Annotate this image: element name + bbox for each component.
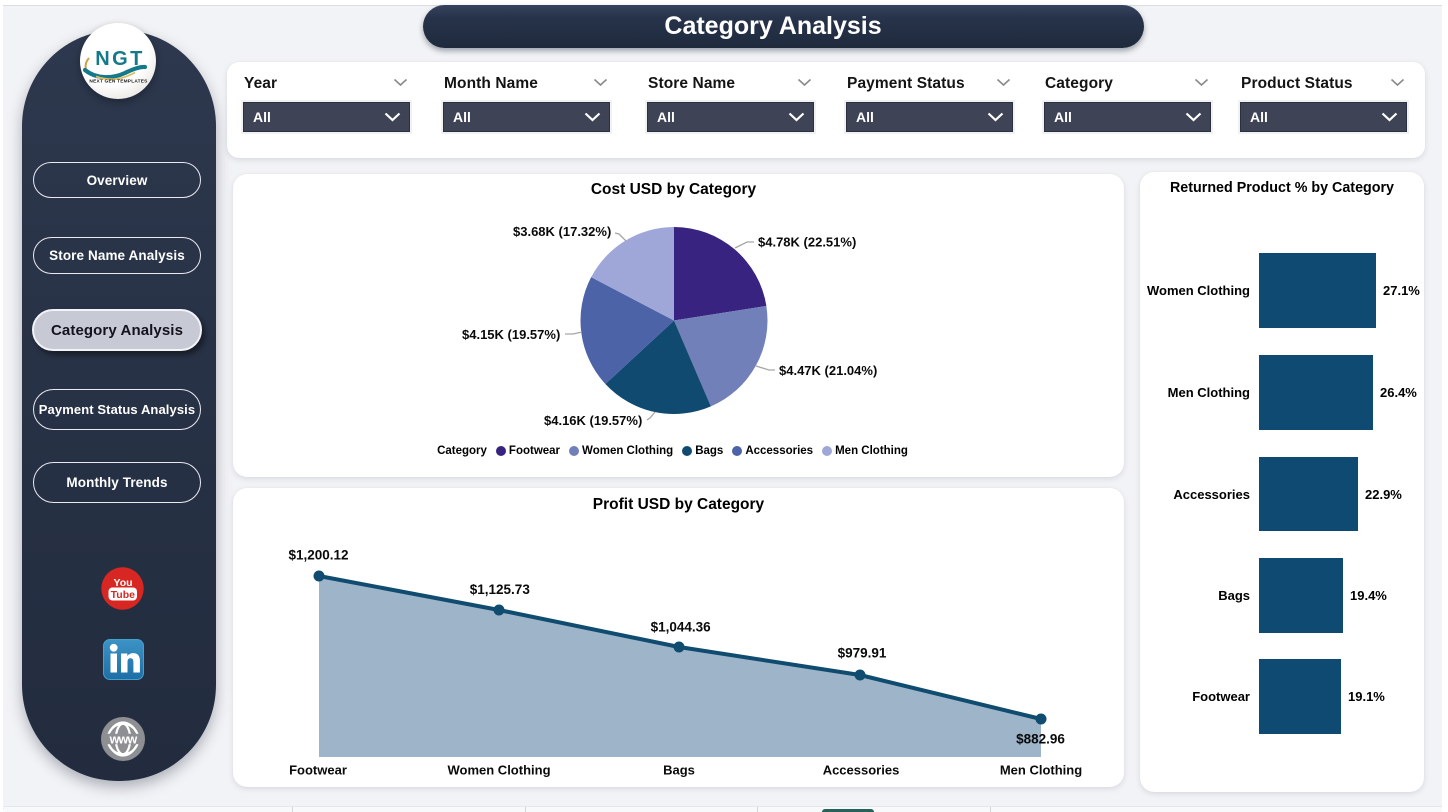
svg-text:NEXT GEN TEMPLATES: NEXT GEN TEMPLATES	[89, 79, 148, 85]
svg-text:$882.96: $882.96	[1016, 732, 1065, 747]
svg-text:$1,125.73: $1,125.73	[470, 582, 531, 597]
svg-text:$1,044.36: $1,044.36	[651, 620, 712, 635]
svg-text:$1,200.12: $1,200.12	[288, 548, 348, 563]
svg-text:Women Clothing: Women Clothing	[447, 763, 550, 778]
svg-text:$4.15K (19.57%): $4.15K (19.57%)	[462, 327, 560, 342]
svg-text:Tube: Tube	[111, 589, 135, 601]
svg-text:NGT: NGT	[95, 48, 144, 70]
svg-text:Accessories: Accessories	[823, 763, 900, 778]
svg-text:$3.68K (17.32%): $3.68K (17.32%)	[513, 224, 611, 239]
svg-text:Men Clothing: Men Clothing	[1000, 763, 1082, 778]
svg-text:Bags: Bags	[663, 763, 695, 778]
svg-text:$4.16K (19.57%): $4.16K (19.57%)	[544, 413, 642, 428]
svg-text:$4.47K (21.04%): $4.47K (21.04%)	[779, 363, 877, 378]
svg-text:$4.78K (22.51%): $4.78K (22.51%)	[758, 235, 856, 250]
svg-text:You: You	[113, 577, 132, 589]
svg-text:$979.91: $979.91	[838, 646, 887, 661]
svg-text:Footwear: Footwear	[289, 763, 347, 778]
svg-text:www: www	[109, 732, 138, 746]
